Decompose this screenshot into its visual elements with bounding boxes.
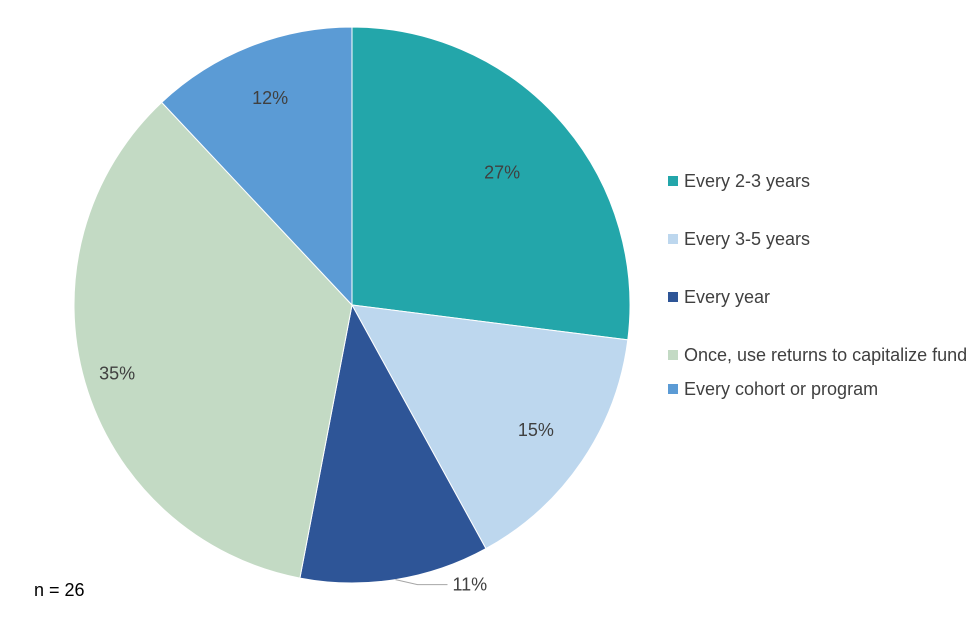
chart-legend: Every 2-3 years Every 3-5 years Every year…: [668, 170, 973, 400]
legend-label: Once, use returns to capitalize fund: [684, 345, 968, 365]
legend-swatch: [668, 176, 678, 186]
legend-swatch: [668, 292, 678, 302]
pie-slice-5: [160, 26, 353, 307]
legend-swatch: [668, 350, 678, 360]
legend-item-4: Once, use returns to capitalize fund: [668, 344, 973, 366]
legend-label: Every cohort or program: [684, 379, 879, 399]
legend-swatch: [668, 234, 678, 244]
legend-item-3: Every year: [668, 286, 973, 308]
pie-slice-1: [351, 26, 631, 341]
slice-value-label-3: 11%: [453, 575, 488, 595]
sample-size-note: n = 26: [34, 580, 85, 600]
pie-slice-2: [351, 304, 629, 550]
slice-value-label-4: 35%: [99, 363, 135, 383]
legend-label: Every 2-3 years: [684, 171, 811, 191]
slice-value-label-1: 27%: [484, 163, 520, 183]
slice-value-label-2: 15%: [518, 420, 554, 440]
legend-swatch: [668, 384, 678, 394]
legend-item-2: Every 3-5 years: [668, 228, 973, 250]
leader-line-3: [395, 579, 448, 586]
legend-item-1: Every 2-3 years: [668, 170, 973, 192]
pie-slice-4: [73, 101, 353, 579]
pie-slice-3: [299, 303, 487, 584]
legend-item-5: Every cohort or program: [668, 378, 973, 400]
slice-value-label-5: 12%: [252, 88, 288, 108]
legend-label: Every 3-5 years: [684, 229, 811, 249]
legend-label: Every year: [684, 287, 771, 307]
